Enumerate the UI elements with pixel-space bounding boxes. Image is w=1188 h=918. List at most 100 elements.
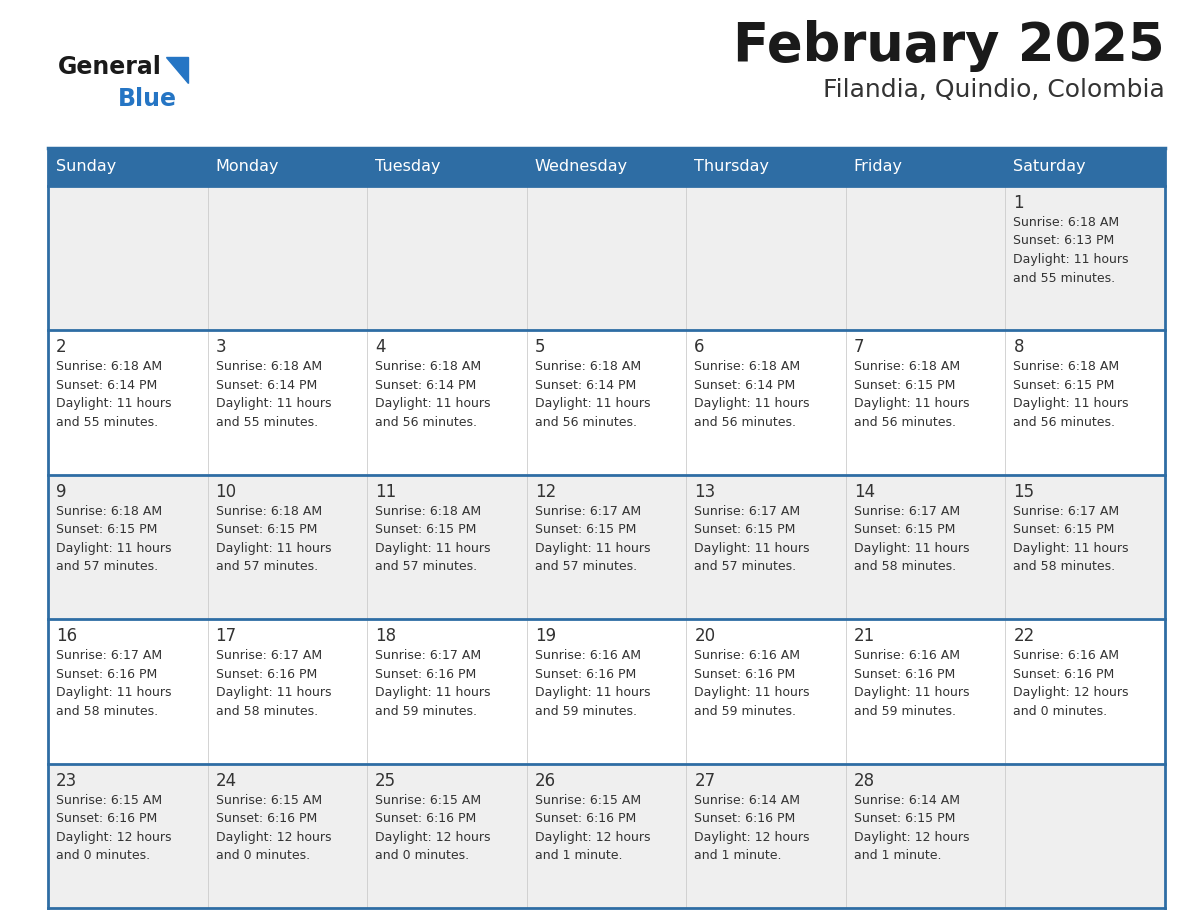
Text: and 56 minutes.: and 56 minutes.	[854, 416, 956, 429]
Text: Sunrise: 6:18 AM: Sunrise: 6:18 AM	[1013, 361, 1119, 374]
Text: and 59 minutes.: and 59 minutes.	[854, 705, 956, 718]
Text: Daylight: 12 hours: Daylight: 12 hours	[694, 831, 810, 844]
Text: 17: 17	[215, 627, 236, 645]
Text: and 1 minute.: and 1 minute.	[854, 849, 941, 862]
Text: and 59 minutes.: and 59 minutes.	[375, 705, 478, 718]
Text: 16: 16	[56, 627, 77, 645]
Bar	[48, 330, 1165, 475]
Text: and 57 minutes.: and 57 minutes.	[375, 560, 478, 574]
Text: Daylight: 11 hours: Daylight: 11 hours	[375, 542, 491, 554]
Text: Daylight: 11 hours: Daylight: 11 hours	[56, 542, 171, 554]
Text: Sunset: 6:16 PM: Sunset: 6:16 PM	[56, 812, 157, 825]
Text: Daylight: 11 hours: Daylight: 11 hours	[1013, 397, 1129, 410]
Text: General: General	[58, 55, 162, 79]
Text: Sunrise: 6:18 AM: Sunrise: 6:18 AM	[56, 361, 162, 374]
Text: Sunset: 6:14 PM: Sunset: 6:14 PM	[694, 379, 796, 392]
Text: and 55 minutes.: and 55 minutes.	[56, 416, 158, 429]
Text: 28: 28	[854, 772, 876, 789]
Polygon shape	[166, 57, 188, 83]
Text: 19: 19	[535, 627, 556, 645]
Text: Sunrise: 6:18 AM: Sunrise: 6:18 AM	[215, 505, 322, 518]
Text: Sunrise: 6:18 AM: Sunrise: 6:18 AM	[1013, 216, 1119, 229]
Text: and 57 minutes.: and 57 minutes.	[535, 560, 637, 574]
Text: Sunrise: 6:18 AM: Sunrise: 6:18 AM	[535, 361, 640, 374]
Text: and 57 minutes.: and 57 minutes.	[694, 560, 796, 574]
Text: 5: 5	[535, 339, 545, 356]
Text: Sunrise: 6:17 AM: Sunrise: 6:17 AM	[694, 505, 801, 518]
Text: Daylight: 11 hours: Daylight: 11 hours	[535, 686, 650, 700]
Text: and 1 minute.: and 1 minute.	[694, 849, 782, 862]
Text: Sunset: 6:15 PM: Sunset: 6:15 PM	[854, 379, 955, 392]
Text: Sunset: 6:15 PM: Sunset: 6:15 PM	[215, 523, 317, 536]
Text: Sunset: 6:16 PM: Sunset: 6:16 PM	[694, 667, 796, 681]
Text: Daylight: 11 hours: Daylight: 11 hours	[375, 686, 491, 700]
Bar	[48, 186, 1165, 330]
Text: Sunrise: 6:16 AM: Sunrise: 6:16 AM	[1013, 649, 1119, 662]
Text: Sunset: 6:16 PM: Sunset: 6:16 PM	[375, 667, 476, 681]
Text: and 58 minutes.: and 58 minutes.	[854, 560, 956, 574]
Text: Sunset: 6:16 PM: Sunset: 6:16 PM	[694, 812, 796, 825]
Text: Sunset: 6:15 PM: Sunset: 6:15 PM	[375, 523, 476, 536]
Text: Daylight: 11 hours: Daylight: 11 hours	[694, 542, 810, 554]
Text: Sunrise: 6:15 AM: Sunrise: 6:15 AM	[375, 793, 481, 807]
Text: 7: 7	[854, 339, 865, 356]
Text: 21: 21	[854, 627, 876, 645]
Text: Daylight: 12 hours: Daylight: 12 hours	[535, 831, 650, 844]
Text: Sunrise: 6:17 AM: Sunrise: 6:17 AM	[215, 649, 322, 662]
Text: Sunset: 6:14 PM: Sunset: 6:14 PM	[375, 379, 476, 392]
Text: Sunrise: 6:17 AM: Sunrise: 6:17 AM	[1013, 505, 1119, 518]
Text: Sunrise: 6:15 AM: Sunrise: 6:15 AM	[56, 793, 162, 807]
Text: Daylight: 12 hours: Daylight: 12 hours	[1013, 686, 1129, 700]
Text: Sunrise: 6:17 AM: Sunrise: 6:17 AM	[535, 505, 640, 518]
Text: Daylight: 12 hours: Daylight: 12 hours	[854, 831, 969, 844]
Text: and 58 minutes.: and 58 minutes.	[1013, 560, 1116, 574]
Text: and 58 minutes.: and 58 minutes.	[56, 705, 158, 718]
Text: Sunrise: 6:18 AM: Sunrise: 6:18 AM	[854, 361, 960, 374]
Bar	[48, 148, 1165, 186]
Text: Sunrise: 6:18 AM: Sunrise: 6:18 AM	[56, 505, 162, 518]
Text: 11: 11	[375, 483, 397, 501]
Text: and 0 minutes.: and 0 minutes.	[215, 849, 310, 862]
Text: 25: 25	[375, 772, 397, 789]
Text: 18: 18	[375, 627, 397, 645]
Text: 12: 12	[535, 483, 556, 501]
Text: Sunrise: 6:15 AM: Sunrise: 6:15 AM	[535, 793, 640, 807]
Text: Sunset: 6:15 PM: Sunset: 6:15 PM	[694, 523, 796, 536]
Text: Daylight: 12 hours: Daylight: 12 hours	[215, 831, 331, 844]
Text: 23: 23	[56, 772, 77, 789]
Text: Daylight: 11 hours: Daylight: 11 hours	[854, 686, 969, 700]
Text: Sunset: 6:16 PM: Sunset: 6:16 PM	[56, 667, 157, 681]
Text: Sunrise: 6:14 AM: Sunrise: 6:14 AM	[694, 793, 801, 807]
Text: 13: 13	[694, 483, 715, 501]
Text: Sunset: 6:13 PM: Sunset: 6:13 PM	[1013, 234, 1114, 248]
Text: Sunrise: 6:16 AM: Sunrise: 6:16 AM	[694, 649, 801, 662]
Text: and 59 minutes.: and 59 minutes.	[694, 705, 796, 718]
Text: Wednesday: Wednesday	[535, 160, 627, 174]
Text: 6: 6	[694, 339, 704, 356]
Text: and 55 minutes.: and 55 minutes.	[1013, 272, 1116, 285]
Text: Sunset: 6:14 PM: Sunset: 6:14 PM	[535, 379, 636, 392]
Text: 22: 22	[1013, 627, 1035, 645]
Text: and 59 minutes.: and 59 minutes.	[535, 705, 637, 718]
Text: Sunset: 6:16 PM: Sunset: 6:16 PM	[375, 812, 476, 825]
Bar	[48, 475, 1165, 620]
Text: Sunrise: 6:17 AM: Sunrise: 6:17 AM	[375, 649, 481, 662]
Text: Daylight: 11 hours: Daylight: 11 hours	[1013, 253, 1129, 266]
Text: Sunrise: 6:18 AM: Sunrise: 6:18 AM	[375, 505, 481, 518]
Text: Daylight: 11 hours: Daylight: 11 hours	[375, 397, 491, 410]
Text: February 2025: February 2025	[733, 20, 1165, 72]
Text: Tuesday: Tuesday	[375, 160, 441, 174]
Text: 15: 15	[1013, 483, 1035, 501]
Text: and 57 minutes.: and 57 minutes.	[56, 560, 158, 574]
Text: Sunset: 6:15 PM: Sunset: 6:15 PM	[56, 523, 157, 536]
Text: 10: 10	[215, 483, 236, 501]
Text: and 0 minutes.: and 0 minutes.	[1013, 705, 1107, 718]
Text: 3: 3	[215, 339, 226, 356]
Bar	[48, 764, 1165, 908]
Text: Sunrise: 6:18 AM: Sunrise: 6:18 AM	[215, 361, 322, 374]
Text: Daylight: 11 hours: Daylight: 11 hours	[854, 542, 969, 554]
Text: and 57 minutes.: and 57 minutes.	[215, 560, 317, 574]
Text: Daylight: 11 hours: Daylight: 11 hours	[215, 686, 331, 700]
Text: Daylight: 11 hours: Daylight: 11 hours	[1013, 542, 1129, 554]
Text: Sunset: 6:16 PM: Sunset: 6:16 PM	[535, 667, 636, 681]
